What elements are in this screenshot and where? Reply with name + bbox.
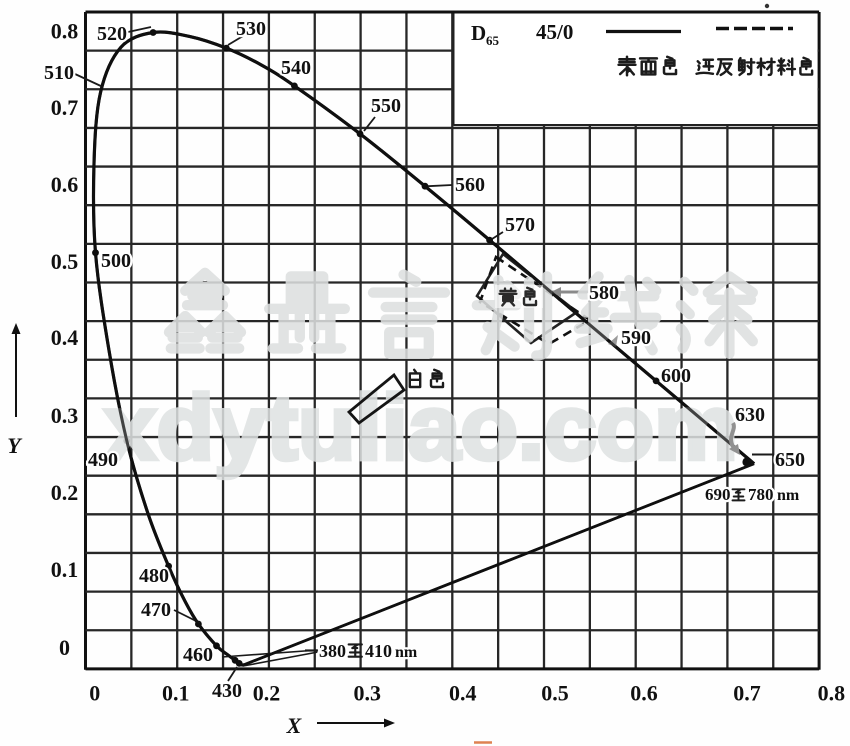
svg-text:570: 570 [505,214,535,236]
svg-text:0: 0 [59,635,70,660]
svg-text:490: 490 [88,449,118,471]
svg-text:45/0: 45/0 [536,20,573,44]
svg-text:0.7: 0.7 [733,681,761,706]
svg-text:510: 510 [44,62,74,84]
svg-text:650: 650 [775,449,805,471]
svg-text:0.6: 0.6 [630,681,658,706]
svg-text:0.2: 0.2 [51,480,79,505]
svg-text:0.3: 0.3 [51,403,79,428]
svg-text:690: 690 [705,485,731,504]
svg-text:480: 480 [139,565,169,587]
svg-text:Y: Y [7,433,23,458]
svg-text:0.5: 0.5 [51,249,79,274]
svg-text:0.4: 0.4 [51,325,79,350]
svg-text:D: D [471,21,486,45]
svg-text:530: 530 [236,18,266,40]
svg-text:600: 600 [661,365,691,387]
svg-text:380: 380 [319,641,346,661]
svg-text:460: 460 [183,644,213,666]
svg-text:0.8: 0.8 [51,18,79,43]
svg-text:0.6: 0.6 [51,172,79,197]
svg-text:470: 470 [141,599,171,621]
svg-text:0.4: 0.4 [449,681,477,706]
svg-text:0.2: 0.2 [253,681,281,706]
svg-text:560: 560 [455,174,485,196]
svg-text:550: 550 [371,95,401,117]
svg-text:410: 410 [365,641,392,661]
svg-text:580: 580 [589,282,619,304]
svg-text:0.5: 0.5 [541,681,569,706]
svg-text:nm: nm [777,487,800,504]
svg-text:0.7: 0.7 [51,95,79,120]
svg-text:630: 630 [735,404,765,426]
svg-text:X: X [286,713,303,738]
svg-text:590: 590 [621,327,651,349]
svg-text:520: 520 [97,23,127,45]
svg-text:540: 540 [281,57,311,79]
svg-text:0.3: 0.3 [354,681,382,706]
svg-text:0.1: 0.1 [51,557,79,582]
svg-text:0.1: 0.1 [162,681,190,706]
svg-text:nm: nm [395,644,418,661]
svg-text:500: 500 [101,250,131,272]
svg-text:65: 65 [486,33,500,48]
svg-text:0.8: 0.8 [818,681,846,706]
svg-text:0: 0 [89,681,100,706]
svg-text:430: 430 [212,680,242,702]
svg-text:xdytuliao.com: xdytuliao.com [104,377,738,479]
svg-text:780: 780 [748,485,774,504]
